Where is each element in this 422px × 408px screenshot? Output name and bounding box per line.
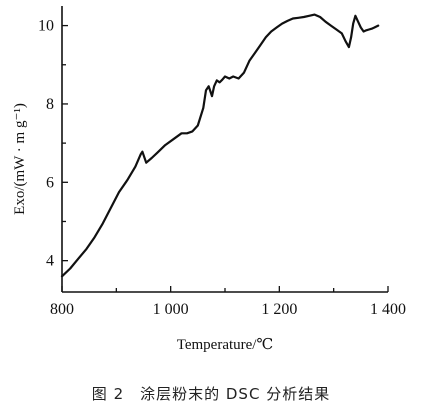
ticks: 800 1 000 1 200 1 400 4 6 8 10 — [38, 18, 406, 318]
y-axis-title: Exo/(mW · m g⁻¹) — [12, 103, 28, 215]
x-axis-title: Temperature/℃ — [177, 337, 274, 353]
axes — [61, 6, 388, 293]
y-tick-label: 8 — [46, 96, 54, 113]
figure-caption: 图 2 涂层粉末的 DSC 分析结果 — [91, 385, 331, 403]
x-tick-label: 800 — [50, 301, 74, 318]
dsc-curve — [60, 13, 380, 278]
x-tick-label: 1 400 — [370, 301, 406, 318]
series-layer — [60, 13, 380, 278]
y-tick-label: 4 — [46, 253, 54, 270]
y-tick-label: 10 — [38, 18, 54, 35]
x-tick-label: 1 000 — [153, 301, 189, 318]
x-tick-label: 1 200 — [261, 301, 297, 318]
y-tick-label: 6 — [46, 174, 54, 191]
